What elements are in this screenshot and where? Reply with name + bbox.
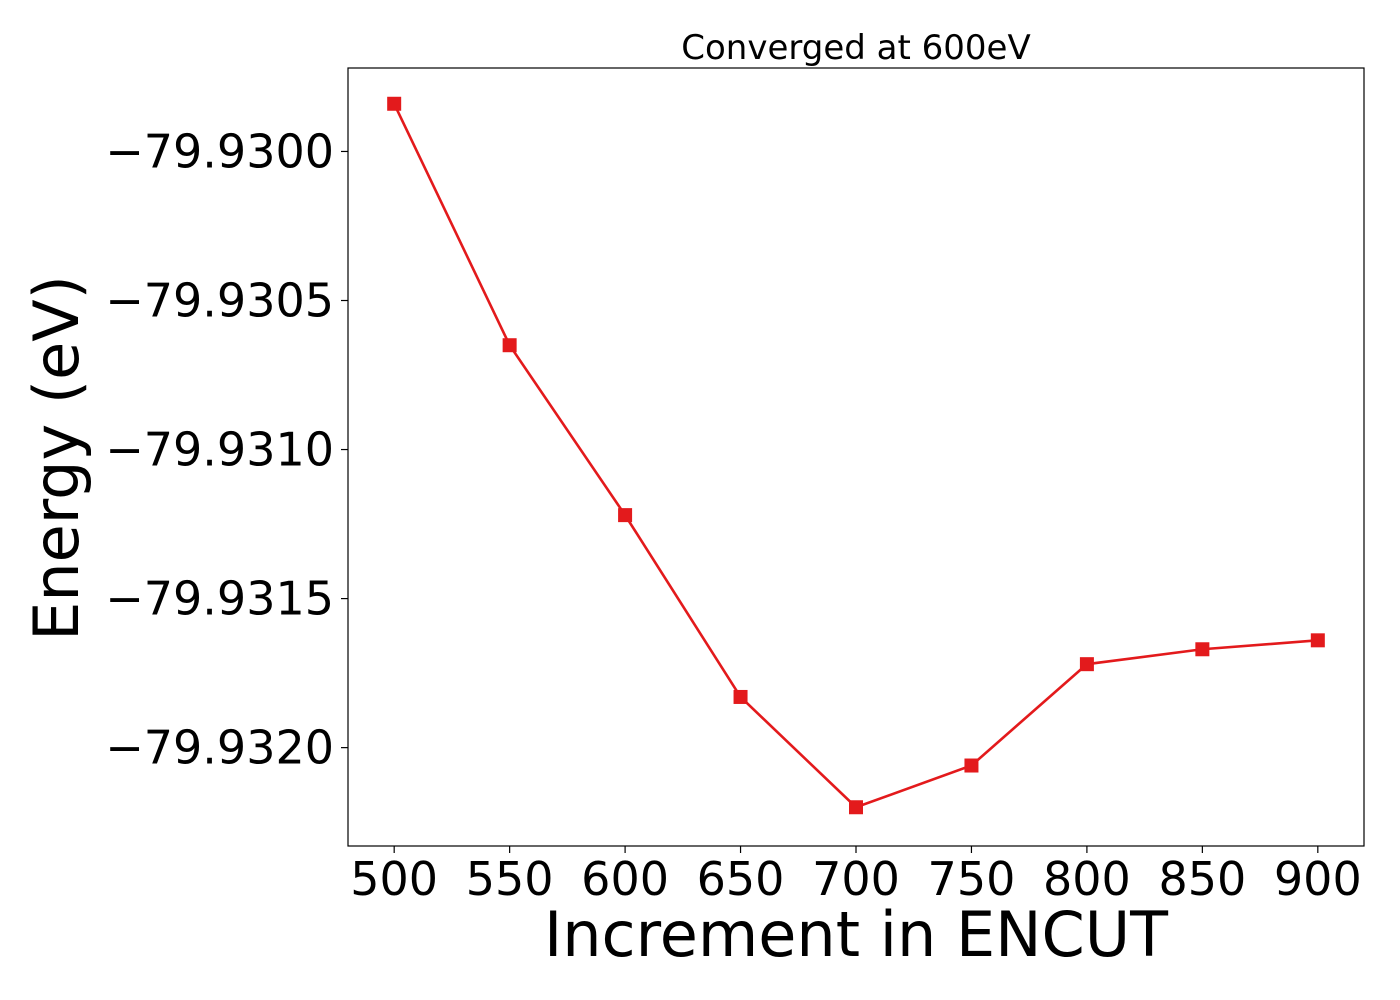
y-axis-label: Energy (eV) (20, 275, 93, 641)
data-point-marker (733, 689, 748, 704)
data-point-marker (1195, 642, 1210, 657)
x-tick-label: 850 (1158, 852, 1246, 906)
x-axis-label: Increment in ENCUT (544, 898, 1169, 971)
y-tick-label: −79.9315 (105, 572, 334, 626)
x-tick-label: 750 (928, 852, 1016, 906)
data-point-marker (1310, 633, 1325, 648)
y-tick-label: −79.9305 (105, 274, 334, 328)
data-point-marker (618, 508, 633, 523)
x-tick-label: 650 (697, 852, 785, 906)
y-tick-label: −79.9300 (105, 124, 334, 178)
x-tick-label: 600 (581, 852, 669, 906)
data-point-marker (1079, 657, 1094, 672)
data-point-marker (502, 338, 517, 353)
x-tick-label: 700 (812, 852, 900, 906)
y-tick-label: −79.9320 (105, 721, 334, 775)
y-tick-label: −79.9310 (105, 423, 334, 477)
x-tick-label: 800 (1043, 852, 1131, 906)
x-axis: 500 550 600 650 700 750 800 850 900 (350, 846, 1362, 906)
data-point-marker (387, 96, 402, 111)
y-axis: −79.9300 −79.9305 −79.9310 −79.9315 −79.9320 (105, 124, 348, 775)
x-tick-label: 550 (466, 852, 554, 906)
data-point-marker (964, 758, 979, 773)
chart-title: Converged at 600eV (681, 28, 1030, 68)
x-tick-label: 900 (1274, 852, 1362, 906)
data-point-marker (849, 800, 863, 815)
series-layer (387, 96, 1325, 815)
x-tick-label: 500 (350, 852, 438, 906)
